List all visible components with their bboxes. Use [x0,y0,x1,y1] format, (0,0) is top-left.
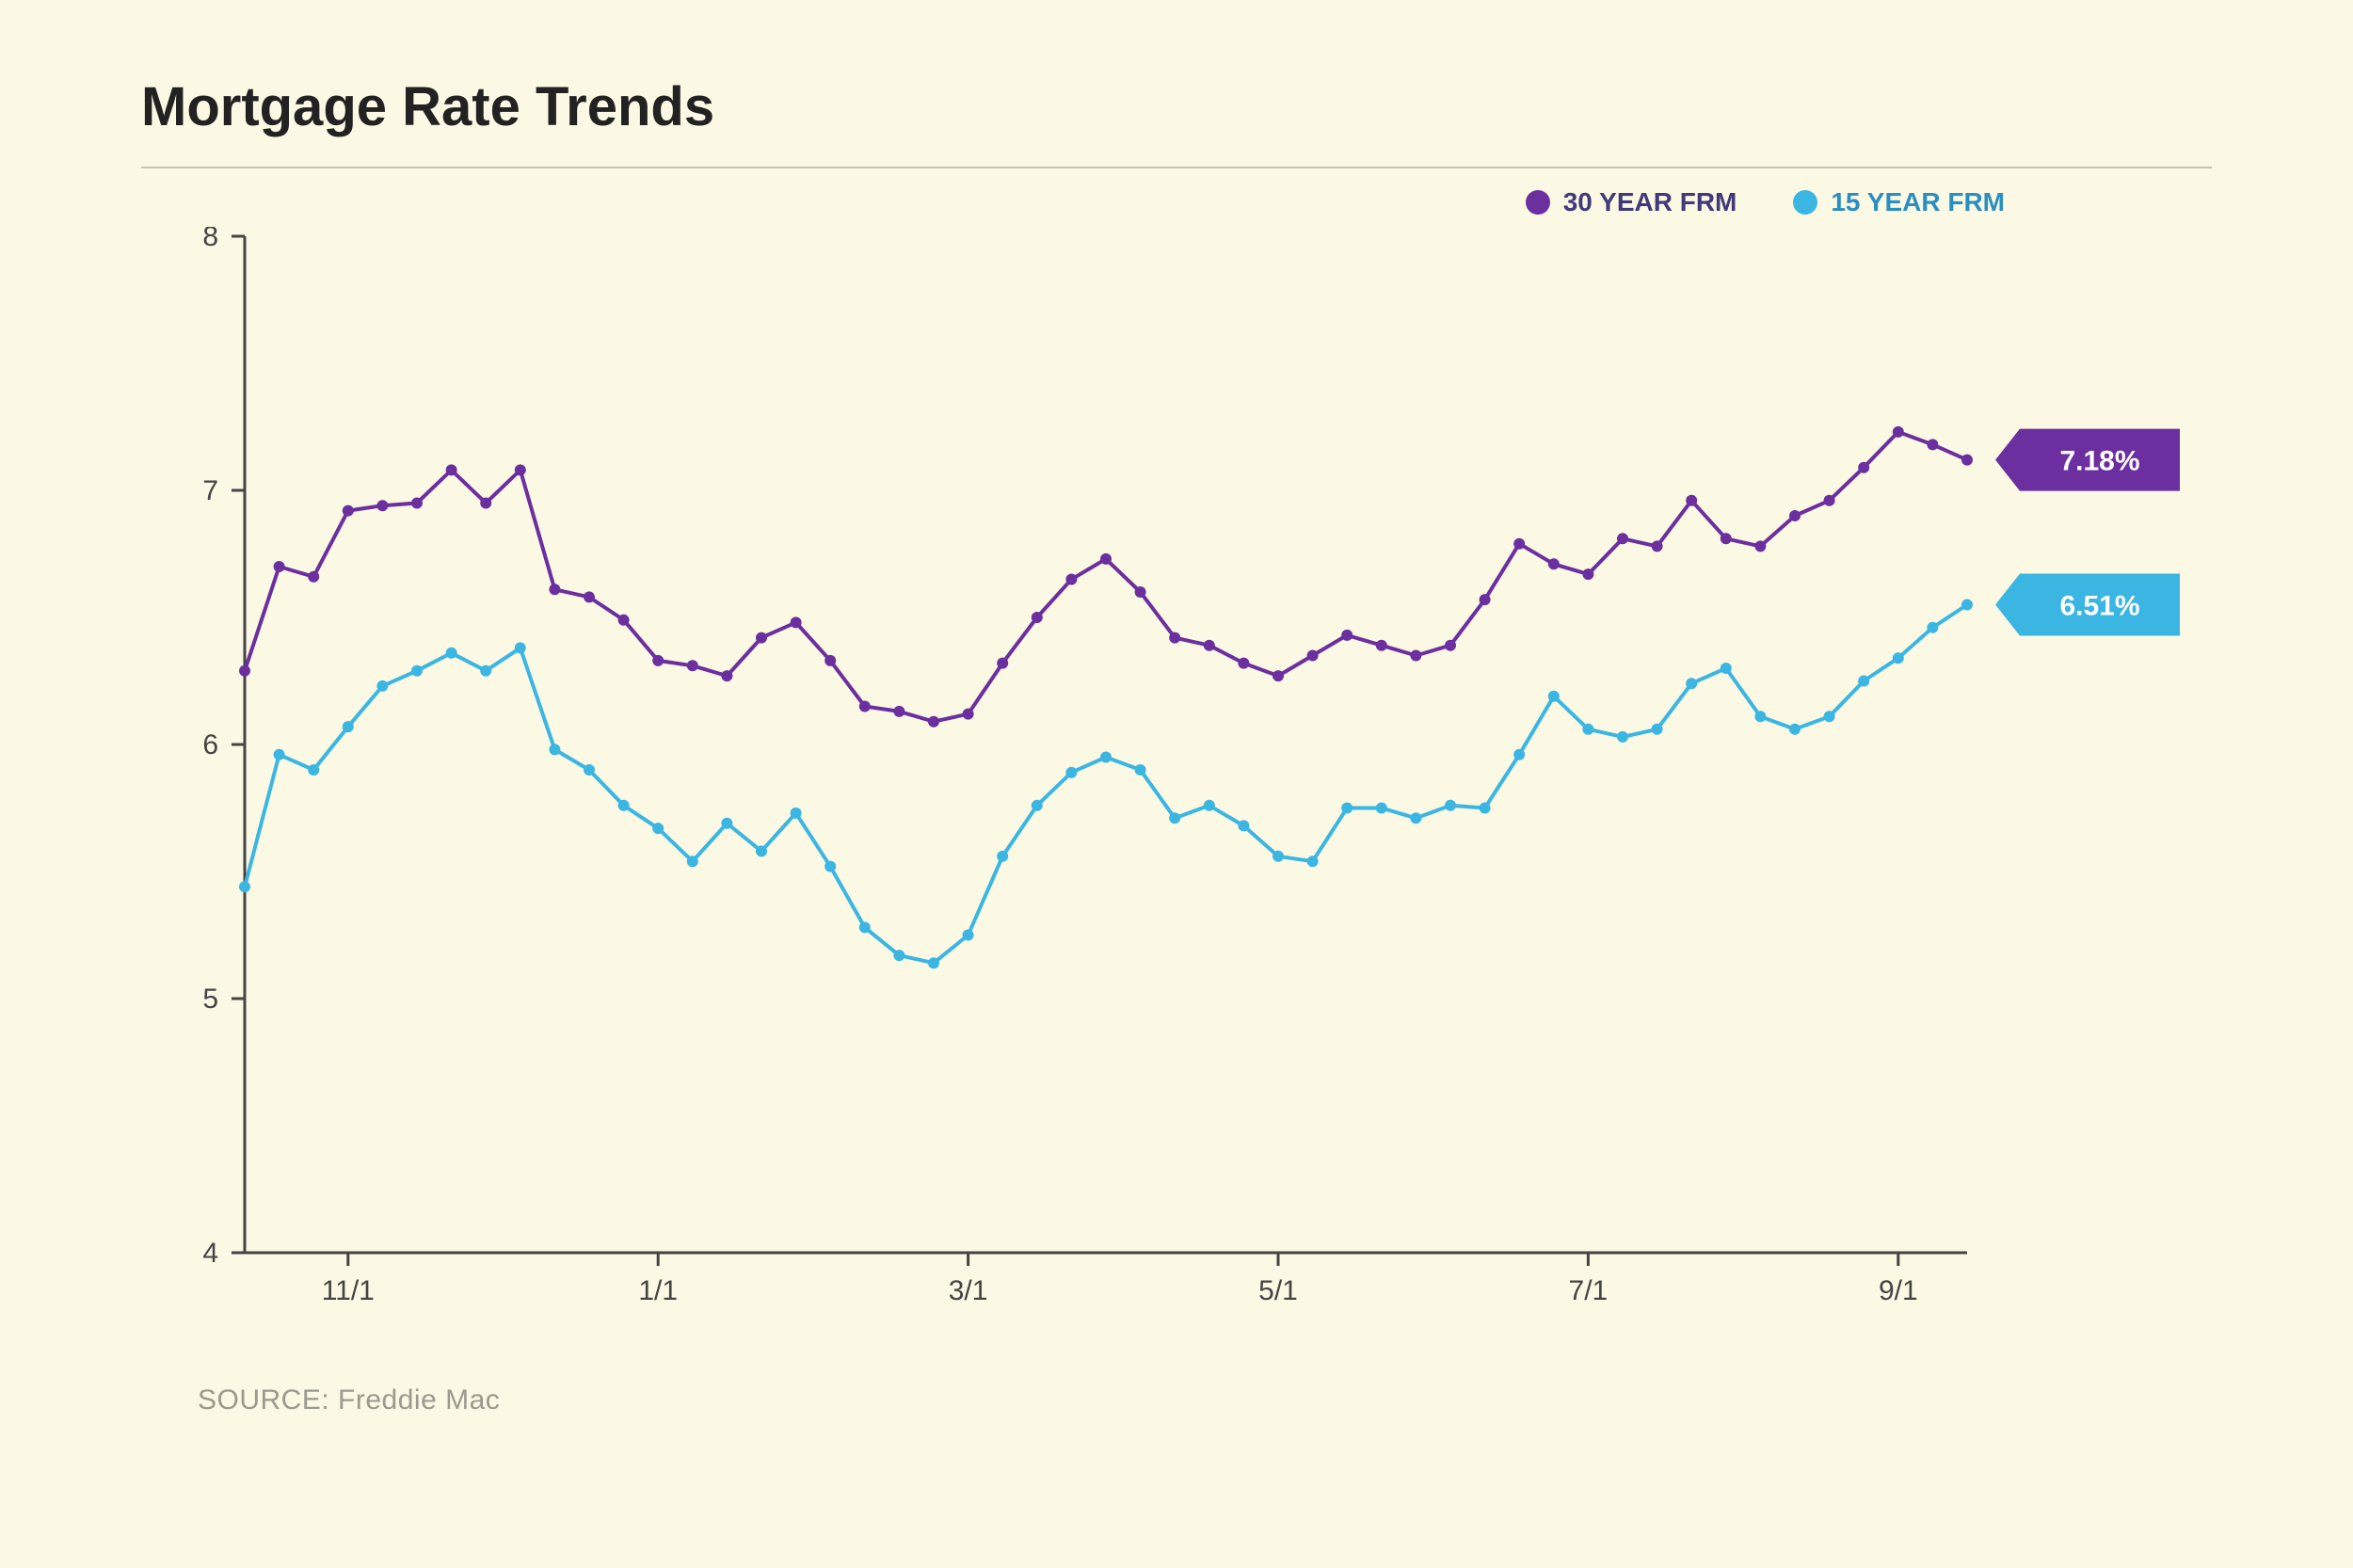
svg-text:4: 4 [202,1238,218,1269]
svg-text:11/1: 11/1 [322,1275,375,1306]
chart-title: Mortgage Rate Trends [141,75,2212,138]
legend-label-15yr: 15 YEAR FRM [1831,187,2005,217]
svg-text:8: 8 [202,227,218,252]
legend-dot-30yr [1526,190,1550,215]
svg-text:9/1: 9/1 [1879,1275,1918,1306]
legend-label-30yr: 30 YEAR FRM [1563,187,1737,217]
legend-item-15yr: 15 YEAR FRM [1793,187,2005,217]
legend-dot-15yr [1793,190,1817,215]
legend-item-30yr: 30 YEAR FRM [1526,187,1737,217]
svg-text:3/1: 3/1 [949,1275,988,1306]
legend: 30 YEAR FRM 15 YEAR FRM [141,187,2212,217]
chart-area: 4 5 6 7 8 11/1 1/1 3/1 5/1 7/1 9/1 6.51% 7.18% [141,227,2212,1337]
source-name: Freddie Mac [338,1384,500,1416]
svg-text:6.51%: 6.51% [2059,591,2139,622]
svg-text:5: 5 [202,984,218,1015]
svg-text:6: 6 [202,729,218,760]
source-label: SOURCE: [198,1384,329,1416]
svg-text:7.18%: 7.18% [2059,446,2139,477]
svg-text:1/1: 1/1 [638,1275,678,1306]
source-attribution: SOURCE: Freddie Mac [198,1384,2212,1416]
line-chart-svg: 4 5 6 7 8 11/1 1/1 3/1 5/1 7/1 9/1 6.51% 7.18% [141,227,2212,1337]
svg-text:5/1: 5/1 [1258,1275,1298,1306]
svg-text:7/1: 7/1 [1569,1275,1609,1306]
title-divider [141,167,2212,168]
chart-container: Mortgage Rate Trends 30 YEAR FRM 15 YEAR… [0,0,2353,1568]
svg-text:7: 7 [202,475,218,506]
